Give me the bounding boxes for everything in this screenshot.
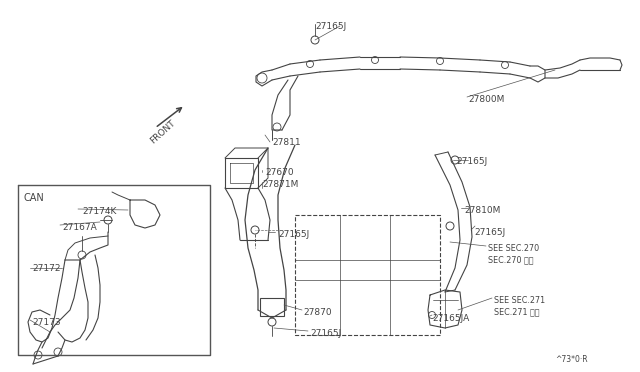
Text: 27174K: 27174K [82, 207, 116, 216]
Text: 27165J: 27165J [474, 228, 505, 237]
Text: ^73*0·R: ^73*0·R [555, 355, 588, 364]
Text: 27810M: 27810M [464, 206, 500, 215]
Text: 27165J: 27165J [278, 230, 309, 239]
Text: 27167A: 27167A [62, 223, 97, 232]
Text: 27165J: 27165J [456, 157, 487, 166]
Text: 27811: 27811 [272, 138, 301, 147]
Text: 27670: 27670 [265, 168, 294, 177]
Text: 27871M: 27871M [262, 180, 298, 189]
Text: SEE SEC.270: SEE SEC.270 [488, 244, 539, 253]
Text: SEE SEC.271: SEE SEC.271 [494, 296, 545, 305]
Text: 27870: 27870 [303, 308, 332, 317]
Bar [295, 215, 440, 335]
Bar [260, 298, 284, 316]
Text: 27173: 27173 [32, 318, 61, 327]
Text: 27165JA: 27165JA [432, 314, 469, 323]
Text: 27800M: 27800M [468, 95, 504, 104]
Text: FRONT: FRONT [148, 118, 177, 145]
Text: CAN: CAN [24, 193, 45, 203]
Text: 27172: 27172 [32, 264, 61, 273]
Text: 27165J: 27165J [315, 22, 346, 31]
Text: SEC.270 参照: SEC.270 参照 [488, 255, 534, 264]
Text: SEC.271 参照: SEC.271 参照 [494, 307, 540, 316]
Text: 27165J: 27165J [310, 329, 341, 338]
